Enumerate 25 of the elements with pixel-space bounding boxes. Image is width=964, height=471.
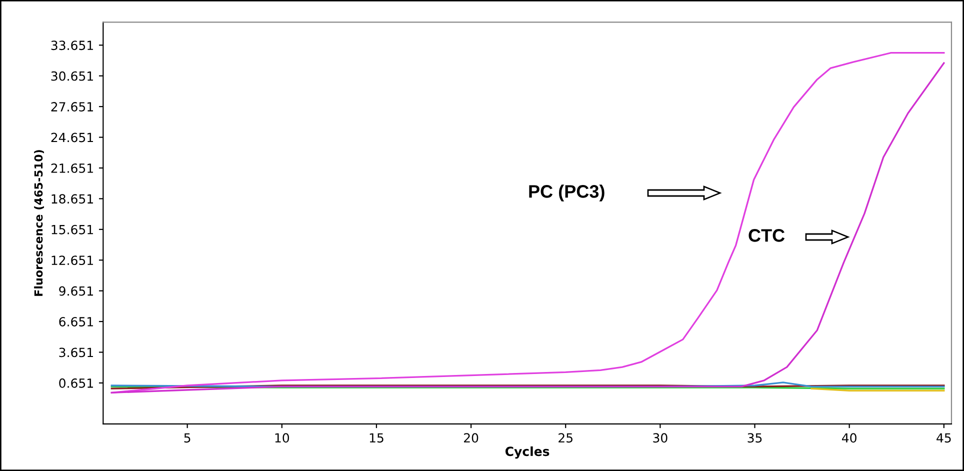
annotation: CTC — [748, 229, 785, 242]
x-axis-title: Cycles — [505, 446, 550, 459]
y-tick-label: 33.651 — [51, 40, 93, 50]
y-tick-label: 24.651 — [51, 132, 93, 142]
y-axis-title: Fluorescence (465-510) — [34, 150, 44, 296]
x-tick-label: 5 — [184, 433, 190, 443]
annotation: PC (PC3) — [529, 184, 604, 202]
x-tick-label: 45 — [936, 433, 951, 443]
x-tick-label: 25 — [558, 433, 572, 443]
x-tick-label: 15 — [370, 433, 384, 443]
y-tick-label: 9.651 — [59, 286, 93, 296]
y-tick-label: 18.651 — [52, 194, 93, 204]
y-tick-label: 12.651 — [52, 256, 93, 266]
y-tick-label: 30.651 — [51, 71, 93, 81]
y-tick-label: 15.651 — [52, 224, 93, 234]
y-tick-label: 0.651 — [59, 378, 93, 388]
y-tick-label: 27.651 — [51, 102, 93, 112]
y-tick-label: 6.651 — [59, 317, 93, 326]
x-tick-label: 35 — [748, 433, 762, 443]
y-tick-label: 21.651 — [51, 163, 93, 173]
x-tick-label: 20 — [464, 433, 478, 443]
x-tick-label: 30 — [653, 433, 668, 443]
x-tick-label: 40 — [842, 433, 856, 443]
y-tick-label: 3.651 — [59, 348, 93, 358]
x-tick-label: 10 — [275, 433, 290, 443]
